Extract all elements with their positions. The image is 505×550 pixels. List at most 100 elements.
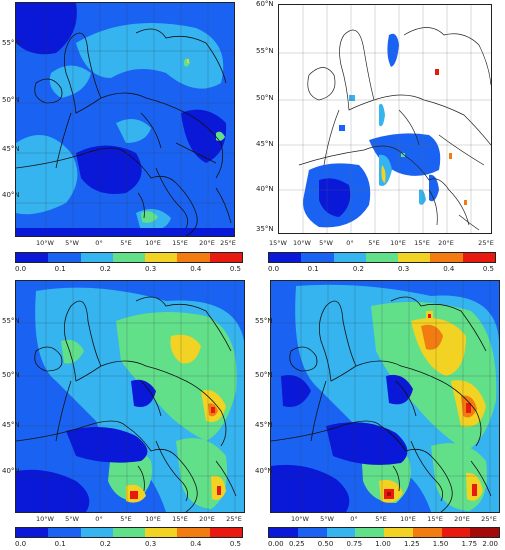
colorbar-tick-label: 0.25 [288, 540, 305, 548]
lat-label: 55°N [2, 39, 20, 47]
lon-label: 5°W [319, 239, 333, 247]
colorbar-segment [269, 253, 302, 262]
lon-label: 5°E [368, 239, 380, 247]
colorbar-tick-label: 0.0 [268, 265, 280, 273]
colorbar-segment [441, 528, 471, 537]
lat-label: 40°N [256, 185, 274, 193]
colorbar-segment [16, 253, 49, 262]
colorbar-tick-label: 0.2 [99, 540, 111, 548]
colorbar-tick-label: 0.0 [15, 540, 27, 548]
colorbar-bottom-right [268, 527, 500, 538]
lat-label: 50°N [2, 371, 20, 379]
lat-label: 55°N [255, 317, 273, 325]
lat-label: 40°N [255, 467, 273, 475]
lon-label: 20°E [438, 239, 454, 247]
colorbar-segment [112, 253, 146, 262]
colorbar-tick-label: 2.00 [482, 540, 498, 548]
colorbar-tick-label: 0.3 [145, 540, 157, 548]
colorbar-segment [384, 528, 413, 537]
lon-label: 25°E [226, 515, 242, 523]
lon-label: 25°E [478, 239, 494, 247]
lon-label: 10°W [36, 515, 54, 523]
colorbar-tick-label: 0.1 [54, 265, 66, 273]
colorbar-ticks-top-right: 0.0 0.1 0.2 0.3 0.4 0.5 [268, 265, 494, 274]
map-canvas-top-right [279, 5, 491, 233]
colorbar-segment [80, 528, 113, 537]
colorbar-tick-label: 1.50 [432, 540, 449, 548]
lon-label: 10°W [36, 239, 54, 247]
colorbar-tick-label: 0.3 [398, 265, 410, 273]
colorbar-segment [209, 253, 242, 262]
lon-label: 5°E [375, 515, 387, 523]
colorbar-segment [430, 253, 463, 262]
lon-label: 0° [95, 239, 103, 247]
colorbar-tick-label: 1.00 [375, 540, 391, 548]
lon-label: 25°E [481, 515, 497, 523]
colorbar-segment [48, 253, 81, 262]
lon-label: 5°W [320, 515, 334, 523]
colorbar-segment [470, 528, 499, 537]
colorbar-segment [112, 528, 146, 537]
colorbar-tick-label: 0.3 [145, 265, 157, 273]
colorbar-ticks-top-left: 0.0 0.1 0.2 0.3 0.4 0.5 [15, 265, 241, 274]
lon-label: 15°E [172, 515, 188, 523]
map-bottom-left [15, 280, 245, 513]
colorbar-ticks-bottom-left: 0.0 0.1 0.2 0.3 0.4 0.5 [15, 540, 241, 549]
colorbar-segment [80, 253, 113, 262]
map-top-left [15, 2, 235, 237]
colorbar-top-right [268, 252, 496, 263]
colorbar-tick-label: 0.5 [482, 265, 494, 273]
lon-label: 25°E [220, 239, 236, 247]
colorbar-segment [48, 528, 81, 537]
lat-label: 40°N [2, 191, 20, 199]
lon-label: 10°W [293, 239, 311, 247]
lon-label: 15°E [172, 239, 188, 247]
lat-label: 55°N [256, 47, 274, 55]
lon-label: 20°E [199, 239, 215, 247]
colorbar-segment [326, 528, 356, 537]
colorbar-segment [209, 528, 242, 537]
lon-label: 0° [350, 515, 358, 523]
colorbar-segment [462, 253, 495, 262]
colorbar-segment [301, 253, 334, 262]
map-canvas-bottom-left [16, 281, 244, 512]
colorbar-segment [269, 528, 298, 537]
lat-label: 45°N [2, 145, 20, 153]
lon-label: 15°W [269, 239, 287, 247]
lat-label: 45°N [255, 421, 273, 429]
colorbar-bottom-left [15, 527, 243, 538]
lat-label: 50°N [256, 94, 274, 102]
lon-label: 10°W [291, 515, 309, 523]
lat-label: 55°N [2, 317, 20, 325]
colorbar-segment [177, 253, 210, 262]
map-canvas-top-left [16, 3, 234, 236]
lon-label: 20°E [454, 515, 470, 523]
lat-label: 40°N [2, 467, 20, 475]
lon-label: 5°W [65, 239, 79, 247]
colorbar-tick-label: 1.25 [403, 540, 420, 548]
lat-label: 45°N [2, 421, 20, 429]
colorbar-tick-label: 0.1 [307, 265, 319, 273]
colorbar-segment [145, 528, 178, 537]
colorbar-tick-label: 0.2 [99, 265, 111, 273]
lon-label: 5°E [120, 239, 132, 247]
lat-label: 50°N [2, 96, 20, 104]
colorbar-segment [333, 253, 366, 262]
lon-label: 0° [95, 515, 103, 523]
colorbar-segment [297, 528, 327, 537]
colorbar-tick-label: 0.5 [229, 540, 241, 548]
colorbar-tick-label: 0.00 [268, 540, 284, 548]
lat-label: 60°N [256, 0, 274, 8]
colorbar-tick-label: 0.2 [352, 265, 364, 273]
colorbar-tick-label: 0.5 [229, 265, 241, 273]
lon-label: 0° [346, 239, 354, 247]
colorbar-top-left [15, 252, 243, 263]
lon-label: 10°E [145, 515, 161, 523]
lon-label: 20°E [199, 515, 215, 523]
colorbar-ticks-bottom-right: 0.00 0.25 0.50 0.75 1.00 1.25 1.50 1.75 2.00 [268, 540, 498, 549]
map-canvas-bottom-right [271, 281, 499, 512]
colorbar-tick-label: 0.4 [443, 265, 455, 273]
lon-label: 5°W [65, 515, 79, 523]
map-top-right [278, 4, 492, 234]
colorbar-tick-label: 1.75 [461, 540, 478, 548]
